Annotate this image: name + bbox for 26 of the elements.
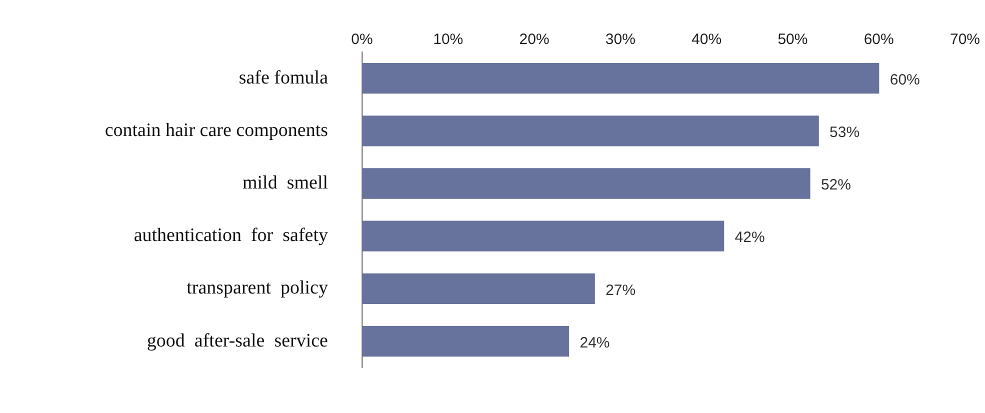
x-tick-label: 30% bbox=[605, 31, 636, 48]
data-label: 42% bbox=[734, 229, 765, 246]
bar bbox=[362, 220, 724, 252]
x-tick-label: 40% bbox=[692, 31, 722, 48]
data-label: 53% bbox=[830, 124, 860, 142]
y-tick-label: transparent policy bbox=[186, 278, 328, 299]
y-tick-label: good after-sale service bbox=[146, 330, 328, 352]
bar bbox=[362, 116, 819, 146]
x-tick-label: 20% bbox=[519, 31, 550, 48]
x-tick-label: 50% bbox=[778, 31, 808, 48]
data-label: 52% bbox=[820, 176, 851, 194]
data-label: 24% bbox=[580, 334, 610, 352]
data-label: 60% bbox=[890, 71, 920, 88]
y-tick-label: authentication for safety bbox=[134, 225, 328, 246]
bar bbox=[362, 62, 880, 94]
x-tick-label: 0% bbox=[351, 31, 373, 48]
x-tick-label: 70% bbox=[950, 31, 980, 48]
x-tick-label: 60% bbox=[864, 31, 894, 48]
bar bbox=[362, 273, 595, 304]
y-tick-label: safe fomula bbox=[238, 67, 329, 88]
bar bbox=[362, 168, 810, 199]
x-tick-label: 10% bbox=[433, 31, 464, 48]
data-label: 27% bbox=[606, 282, 636, 299]
y-tick-label: contain hair care components bbox=[104, 120, 328, 141]
y-tick-label: mild smell bbox=[242, 172, 328, 194]
bar bbox=[362, 326, 570, 357]
